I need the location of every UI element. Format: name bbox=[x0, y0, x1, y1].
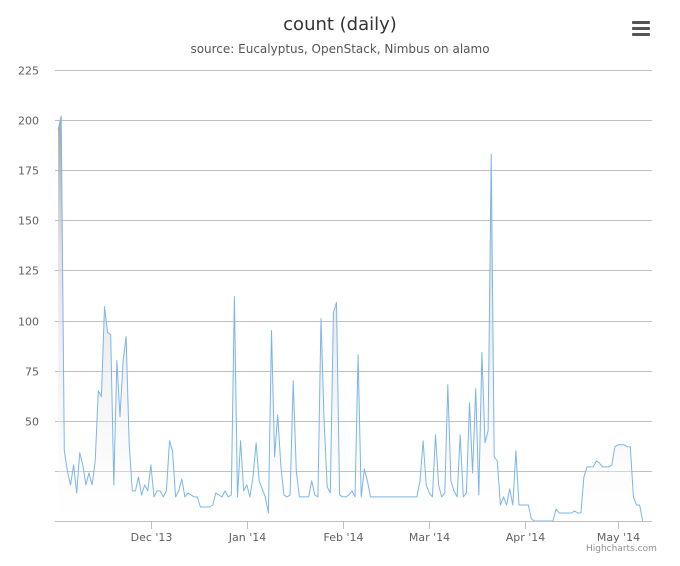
y-tick-label: 175 bbox=[18, 165, 39, 178]
x-tick-label: Feb '14 bbox=[324, 531, 364, 544]
menu-bar bbox=[632, 21, 650, 24]
chart-title: count (daily) bbox=[283, 14, 397, 35]
menu-bar bbox=[632, 33, 650, 36]
series-area-fill bbox=[58, 116, 643, 521]
y-tick-label: 150 bbox=[18, 215, 39, 228]
y-tick-label: 125 bbox=[18, 265, 39, 278]
x-tick-label: Jan '14 bbox=[228, 531, 266, 544]
series-line-path[interactable] bbox=[57, 115, 644, 522]
y-tick-label: 100 bbox=[18, 316, 39, 329]
chart-subtitle: source: Eucalyptus, OpenStack, Nimbus on… bbox=[190, 42, 490, 56]
grid-lines bbox=[55, 70, 652, 472]
y-axis: 50 75 100 125 150 175 200 225 bbox=[18, 65, 39, 429]
series-area bbox=[58, 116, 643, 521]
hamburger-menu-icon[interactable] bbox=[628, 18, 654, 40]
x-axis: Dec '13 Jan '14 Feb '14 Mar '14 Apr '14 May '… bbox=[55, 521, 652, 544]
menu-bar bbox=[632, 27, 650, 30]
y-tick-label: 200 bbox=[18, 115, 39, 128]
credits-link[interactable]: Highcharts.com bbox=[586, 544, 657, 554]
y-tick-label: 50 bbox=[25, 416, 39, 429]
series-line bbox=[57, 115, 644, 522]
y-tick-label: 225 bbox=[18, 65, 39, 78]
x-tick-label: Apr '14 bbox=[506, 531, 546, 544]
x-tick-label: May '14 bbox=[597, 531, 640, 544]
x-tick-label: Mar '14 bbox=[409, 531, 450, 544]
x-tick-label: Dec '13 bbox=[131, 531, 173, 544]
y-tick-label: 75 bbox=[25, 366, 39, 379]
